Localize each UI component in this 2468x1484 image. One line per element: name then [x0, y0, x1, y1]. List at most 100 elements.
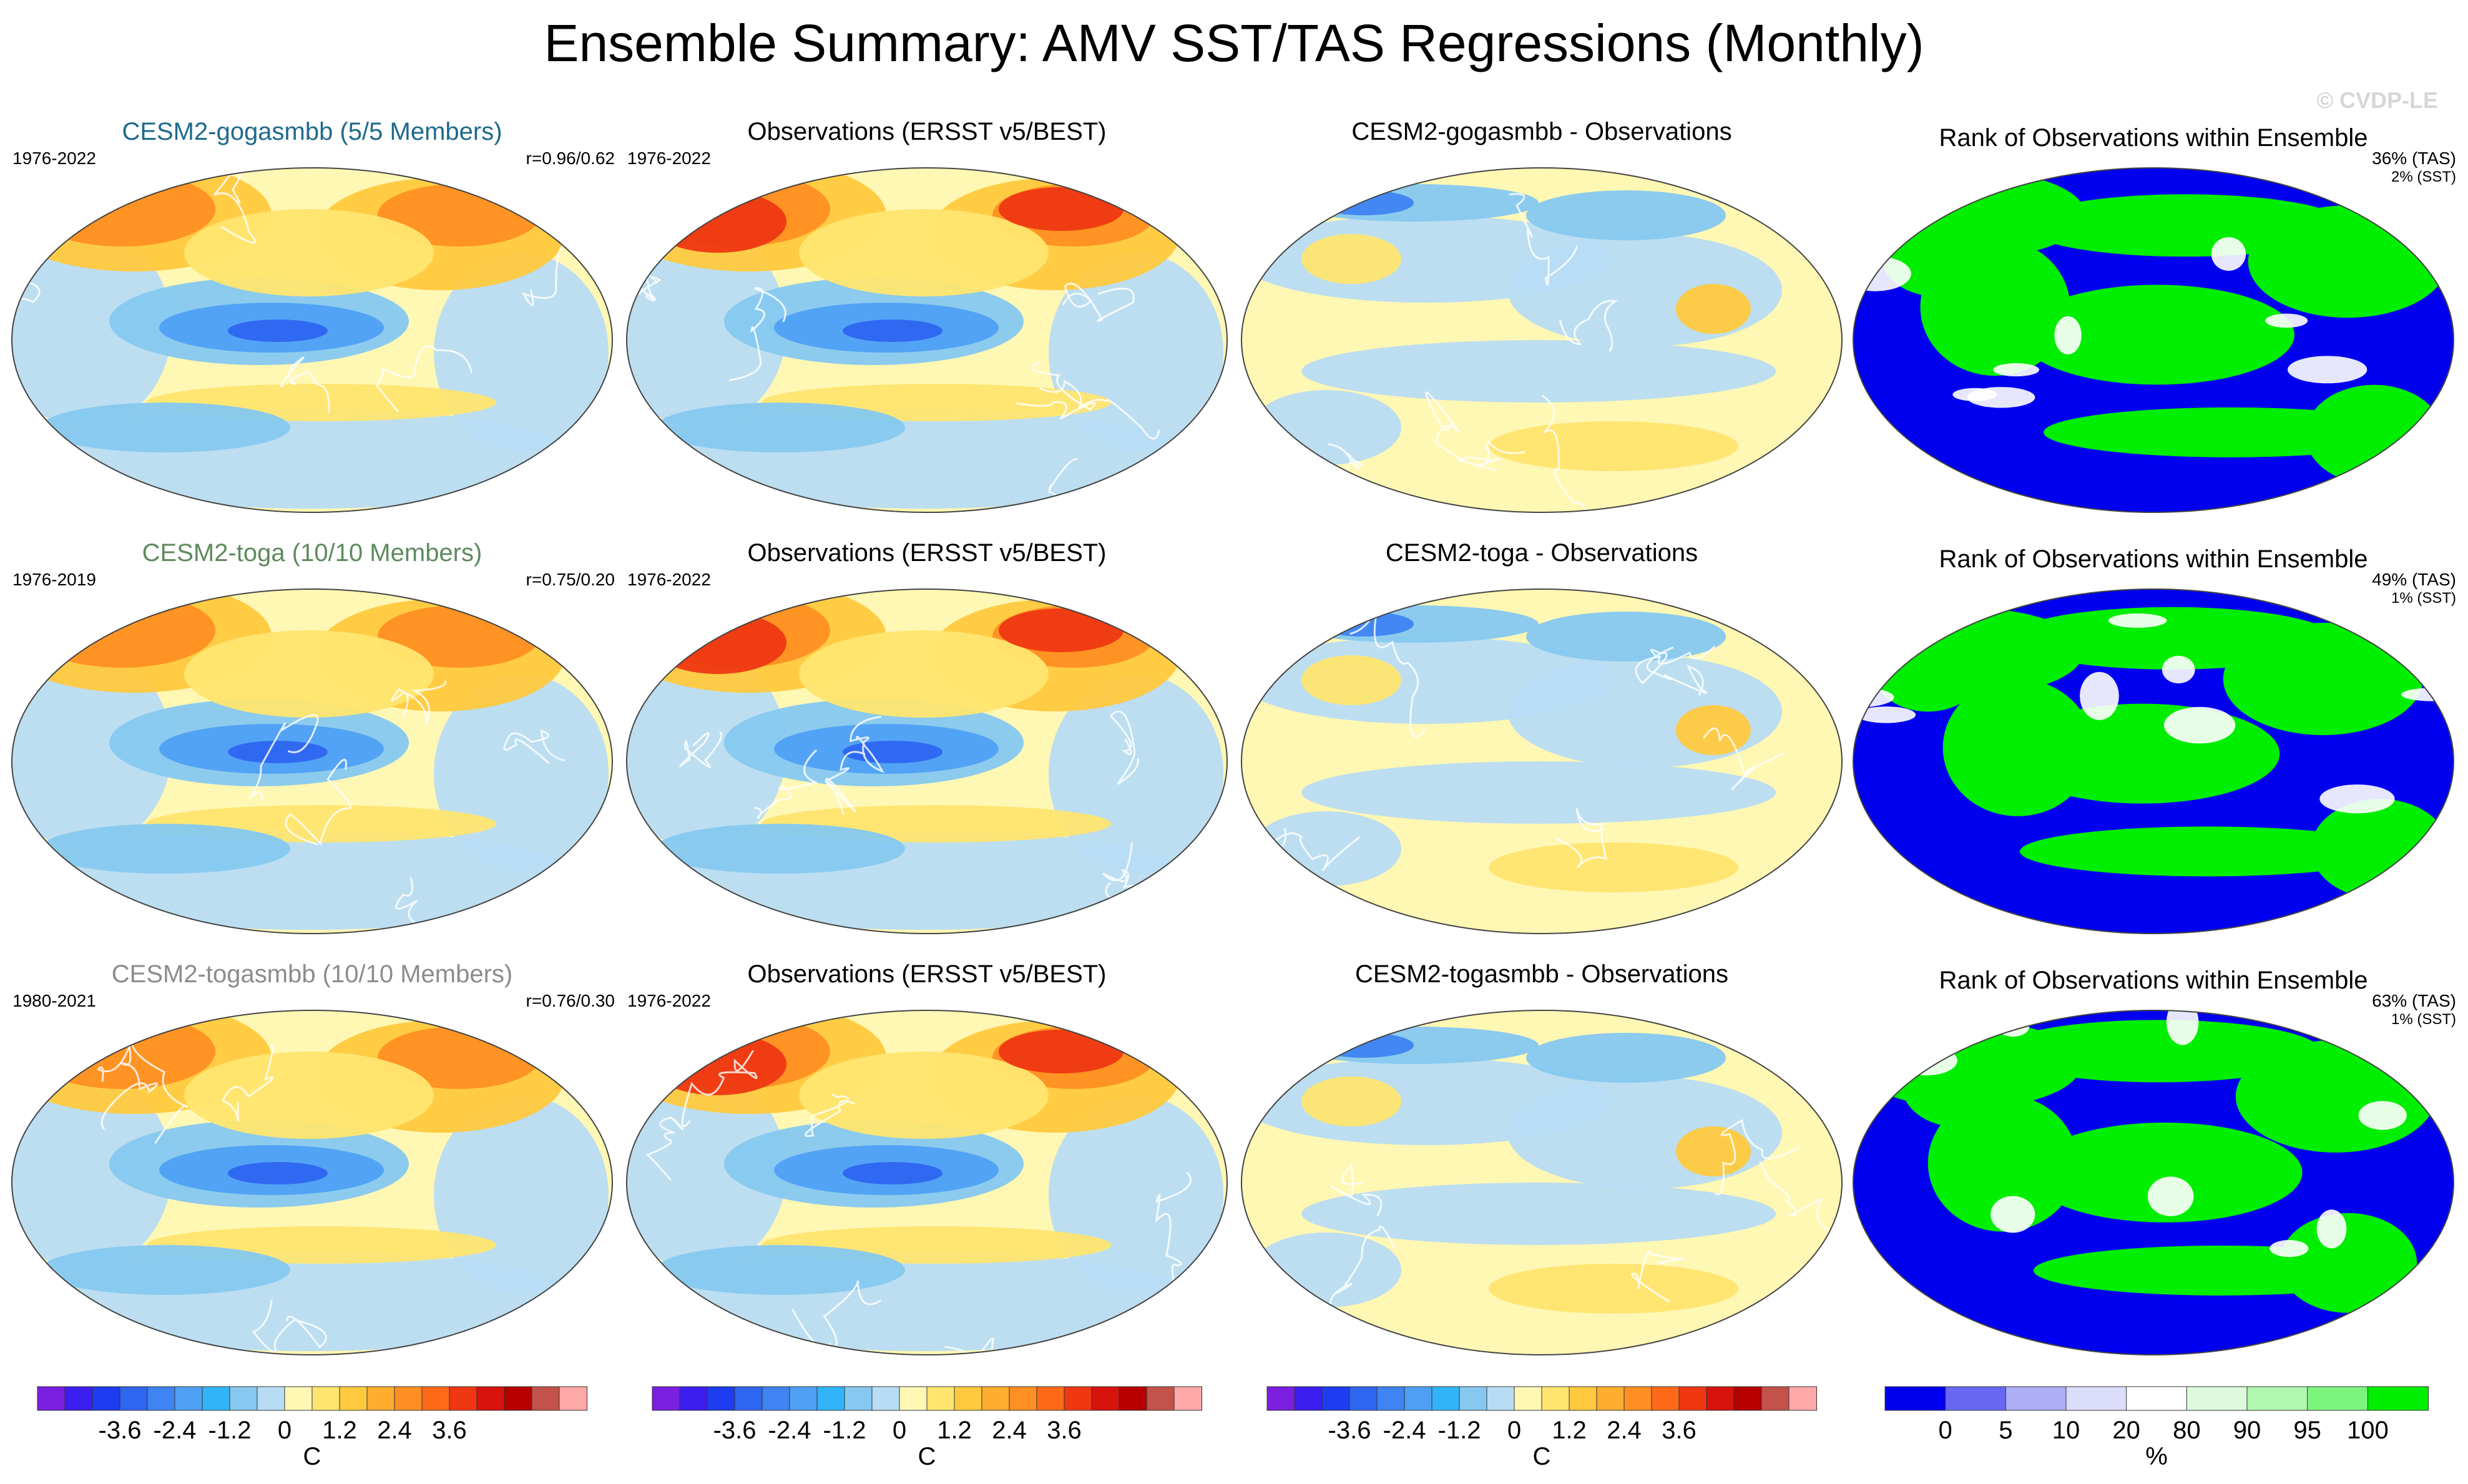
- colorbar-4-tick-3: 10: [2052, 1417, 2080, 1444]
- colorbar-2-swatch-10: [899, 1386, 928, 1411]
- rank-sst-3: 1% (SST): [2391, 1011, 2456, 1028]
- correlation-label-1: r=0.96/0.62: [526, 149, 615, 168]
- colorbar-3-swatch-15: [1651, 1386, 1680, 1411]
- colorbar-3-swatch-8: [1459, 1386, 1487, 1411]
- years-label-model-2: 1976-2019: [12, 570, 96, 589]
- years-label-obs-1: 1976-2022: [627, 149, 711, 168]
- colorbar-2-swatch-19: [1146, 1386, 1175, 1411]
- years-label-model-1: 1976-2022: [12, 149, 96, 168]
- colorbar-1-swatch-19: [531, 1386, 560, 1411]
- years-label-obs-2: 1976-2022: [627, 570, 711, 589]
- colorbar-2-swatch-5: [761, 1386, 790, 1411]
- panel-title-diff-1: CESM2-gogasmbb - Observations: [1351, 118, 1732, 145]
- panel-title-diff-2: CESM2-toga - Observations: [1385, 539, 1698, 567]
- colorbar-2-swatch-16: [1064, 1386, 1092, 1411]
- colorbar-4-tick-2: 5: [1999, 1417, 2013, 1444]
- colorbar-3: [1266, 1386, 1817, 1411]
- colorbar-4-tick-8: 100: [2346, 1417, 2389, 1444]
- colorbar-1-tick-2: -2.4: [153, 1417, 197, 1444]
- colorbar-4-swatch-9: [2367, 1386, 2429, 1411]
- colorbar-3-unit: C: [1532, 1443, 1551, 1470]
- colorbar-2-swatch-9: [871, 1386, 900, 1411]
- map-obs-2: [626, 588, 1228, 934]
- map-diff-3: [1241, 1010, 1843, 1355]
- rank-tas-2: 49% (TAS): [2372, 570, 2456, 589]
- colorbar-4-tick-6: 90: [2233, 1417, 2261, 1444]
- colorbar-2-swatch-12: [954, 1386, 982, 1411]
- colorbar-1-tick-5: 1.2: [322, 1417, 357, 1444]
- colorbar-4-swatch-8: [2307, 1386, 2369, 1411]
- colorbar-3-tick-4: 0: [1507, 1417, 1522, 1444]
- colorbar-2-swatch-18: [1119, 1386, 1147, 1411]
- colorbar-1-swatch-11: [311, 1386, 340, 1411]
- colorbar-1-swatch-12: [339, 1386, 368, 1411]
- colorbar-1-swatch-9: [257, 1386, 285, 1411]
- years-label-model-3: 1980-2021: [12, 991, 96, 1010]
- colorbar-1: [37, 1386, 587, 1411]
- colorbar-3-swatch-20: [1788, 1386, 1817, 1411]
- colorbar-2-tick-6: 2.4: [992, 1417, 1027, 1444]
- colorbar-1-swatch-15: [421, 1386, 450, 1411]
- colorbar-4-unit: %: [2145, 1443, 2168, 1470]
- colorbar-4-tick-5: 80: [2173, 1417, 2201, 1444]
- colorbar-1-swatch-3: [92, 1386, 120, 1411]
- correlation-label-3: r=0.76/0.30: [526, 991, 615, 1010]
- colorbar-2-unit: C: [918, 1443, 936, 1470]
- main-title: Ensemble Summary: AMV SST/TAS Regression…: [544, 14, 1924, 72]
- colorbar-1-swatch-14: [394, 1386, 423, 1411]
- map-model-1: [11, 167, 613, 513]
- colorbar-3-swatch-14: [1623, 1386, 1652, 1411]
- colorbar-4-swatch-2: [1945, 1386, 2007, 1411]
- panel-title-diff-3: CESM2-togasmbb - Observations: [1354, 960, 1728, 988]
- colorbar-3-swatch-9: [1486, 1386, 1515, 1411]
- colorbar-2-swatch-1: [652, 1386, 680, 1411]
- colorbar-2-swatch-3: [707, 1386, 735, 1411]
- map-rank-2: [1853, 588, 2454, 934]
- colorbar-2-swatch-2: [679, 1386, 708, 1411]
- colorbar-3-swatch-5: [1376, 1386, 1405, 1411]
- map-obs-3: [626, 1010, 1228, 1355]
- colorbar-2-tick-5: 1.2: [937, 1417, 972, 1444]
- colorbar-2-tick-2: -2.4: [768, 1417, 811, 1444]
- years-label-obs-3: 1976-2022: [627, 991, 711, 1010]
- map-rank-3: [1853, 1010, 2454, 1355]
- colorbar-2-tick-4: 0: [892, 1417, 907, 1444]
- colorbar-1-tick-4: 0: [277, 1417, 292, 1444]
- colorbar-1-swatch-1: [37, 1386, 66, 1411]
- colorbar-3-swatch-4: [1349, 1386, 1378, 1411]
- colorbar-3-tick-3: -1.2: [1437, 1417, 1481, 1444]
- colorbar-4-tick-1: 0: [1938, 1417, 1952, 1444]
- colorbar-2-swatch-4: [734, 1386, 763, 1411]
- colorbar-3-swatch-10: [1514, 1386, 1542, 1411]
- correlation-label-2: r=0.75/0.20: [526, 570, 615, 589]
- colorbar-3-swatch-19: [1761, 1386, 1790, 1411]
- colorbar-3-swatch-2: [1294, 1386, 1323, 1411]
- colorbar-4-swatch-4: [2065, 1386, 2127, 1411]
- colorbar-1-swatch-6: [174, 1386, 203, 1411]
- panel-title-obs-1: Observations (ERSST v5/BEST): [747, 118, 1107, 145]
- rank-tas-1: 36% (TAS): [2372, 149, 2456, 168]
- colorbar-2-swatch-7: [816, 1386, 845, 1411]
- colorbar-1-tick-6: 2.4: [377, 1417, 412, 1444]
- colorbar-2: [652, 1386, 1202, 1411]
- colorbar-2-swatch-15: [1036, 1386, 1065, 1411]
- colorbar-4-swatch-6: [2186, 1386, 2248, 1411]
- panel-title-rank-2: Rank of Observations within Ensemble: [1939, 545, 2368, 573]
- colorbar-3-swatch-18: [1733, 1386, 1762, 1411]
- colorbar-3-tick-7: 3.6: [1662, 1417, 1697, 1444]
- colorbar-4-swatch-5: [2126, 1386, 2188, 1411]
- colorbar-2-swatch-11: [926, 1386, 955, 1411]
- colorbar-1-swatch-8: [229, 1386, 258, 1411]
- colorbar-2-swatch-13: [981, 1386, 1010, 1411]
- panel-title-model-2: CESM2-toga (10/10 Members): [142, 539, 482, 567]
- colorbar-2-tick-3: -1.2: [823, 1417, 866, 1444]
- colorbar-3-tick-5: 1.2: [1552, 1417, 1587, 1444]
- colorbar-2-tick-1: -3.6: [713, 1417, 757, 1444]
- map-diff-1: [1241, 167, 1843, 513]
- colorbar-1-tick-1: -3.6: [98, 1417, 142, 1444]
- colorbar-1-swatch-10: [284, 1386, 313, 1411]
- colorbar-3-swatch-11: [1541, 1386, 1570, 1411]
- colorbar-3-tick-1: -3.6: [1328, 1417, 1371, 1444]
- colorbar-4-tick-7: 95: [2293, 1417, 2321, 1444]
- map-model-3: [11, 1010, 613, 1355]
